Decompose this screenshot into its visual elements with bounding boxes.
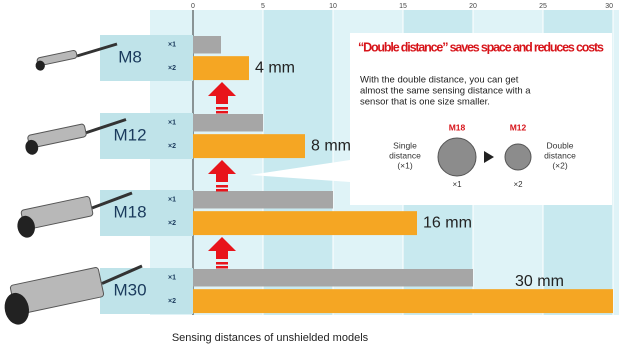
double-distance-label: (×2) bbox=[552, 160, 568, 170]
x-tick-label: 15 bbox=[399, 3, 407, 10]
callout-body: almost the same sensing distance with a bbox=[360, 86, 531, 97]
bar bbox=[193, 114, 263, 132]
stripe bbox=[263, 10, 333, 315]
callout-pointer bbox=[250, 160, 350, 182]
category-label: M12 bbox=[113, 125, 146, 144]
m12-icon bbox=[504, 143, 532, 171]
value-label: 16 mm bbox=[423, 214, 472, 231]
series-label: ×2 bbox=[168, 298, 176, 305]
m18-icon bbox=[437, 137, 477, 177]
category-label: M8 bbox=[118, 47, 142, 66]
double-distance-label: distance bbox=[544, 150, 576, 160]
rows: M8 ×1 ×2 4 mm M12 ×1 ×2 8 mm M18 ×1 ×2 16 mm M30 ×1 ×2… bbox=[100, 35, 613, 314]
series-label: ×1 bbox=[168, 197, 176, 204]
bar bbox=[193, 269, 473, 287]
arrow-dash bbox=[216, 107, 228, 110]
bar bbox=[193, 36, 221, 54]
row-band bbox=[100, 113, 193, 159]
up-arrow bbox=[208, 160, 236, 182]
mult-label: ×2 bbox=[513, 180, 523, 189]
x-tick-label: 25 bbox=[539, 3, 547, 10]
size-label: M12 bbox=[510, 122, 527, 132]
value-label: 8 mm bbox=[311, 137, 351, 154]
bar bbox=[193, 191, 333, 209]
single-distance-label: Single bbox=[393, 140, 417, 150]
arrow-dash bbox=[216, 189, 228, 192]
mult-label: ×1 bbox=[452, 180, 462, 189]
series-label: ×2 bbox=[168, 143, 176, 150]
single-distance-label: distance bbox=[389, 150, 421, 160]
x-tick-label: 20 bbox=[469, 3, 477, 10]
arrow-dash bbox=[216, 266, 228, 269]
callout-body: With the double distance, you can get bbox=[360, 75, 519, 86]
sensors bbox=[4, 42, 143, 325]
arrow-dash bbox=[216, 185, 228, 188]
bar bbox=[193, 134, 305, 159]
row-band bbox=[100, 268, 193, 314]
size-label: M18 bbox=[449, 122, 466, 132]
bar bbox=[193, 56, 249, 81]
sensor-face bbox=[35, 60, 45, 71]
sensor-face bbox=[4, 292, 30, 325]
cable bbox=[76, 42, 118, 58]
x-tick-label: 0 bbox=[191, 3, 195, 10]
category-label: M18 bbox=[113, 202, 146, 221]
series-label: ×1 bbox=[168, 42, 176, 49]
double-distance-label: Double bbox=[547, 140, 574, 150]
cable bbox=[85, 118, 127, 135]
up-arrow bbox=[208, 237, 236, 259]
value-label: 30 mm bbox=[515, 273, 564, 290]
x-tick-label: 30 bbox=[605, 3, 613, 10]
series-label: ×2 bbox=[168, 65, 176, 72]
cable bbox=[91, 191, 133, 210]
x-axis-label: Sensing distances of unshielded models bbox=[172, 332, 369, 344]
x-tick-label: 5 bbox=[261, 3, 265, 10]
arrow-dash bbox=[216, 111, 228, 114]
arrow-dash bbox=[216, 262, 228, 265]
arrow-icon bbox=[484, 151, 494, 163]
callout: “Double distance” saves space and reduce… bbox=[250, 33, 612, 205]
cable bbox=[101, 264, 143, 285]
up-arrow bbox=[208, 82, 236, 104]
callout-box bbox=[350, 33, 612, 205]
row-band bbox=[100, 35, 193, 81]
bar bbox=[193, 289, 613, 314]
series-label: ×1 bbox=[168, 275, 176, 282]
x-tick-label: 10 bbox=[329, 3, 337, 10]
bar bbox=[193, 211, 417, 236]
arrows bbox=[208, 82, 236, 269]
series-label: ×2 bbox=[168, 220, 176, 227]
single-distance-label: (×1) bbox=[397, 160, 413, 170]
callout-title: “Double distance” saves space and reduce… bbox=[358, 40, 604, 54]
category-label: M30 bbox=[113, 280, 146, 299]
series-label: ×1 bbox=[168, 120, 176, 127]
sensor-face bbox=[17, 215, 35, 238]
value-label: 4 mm bbox=[255, 59, 295, 76]
callout-body: sensor that is one size smaller. bbox=[360, 97, 490, 108]
sensor-face bbox=[25, 139, 39, 155]
